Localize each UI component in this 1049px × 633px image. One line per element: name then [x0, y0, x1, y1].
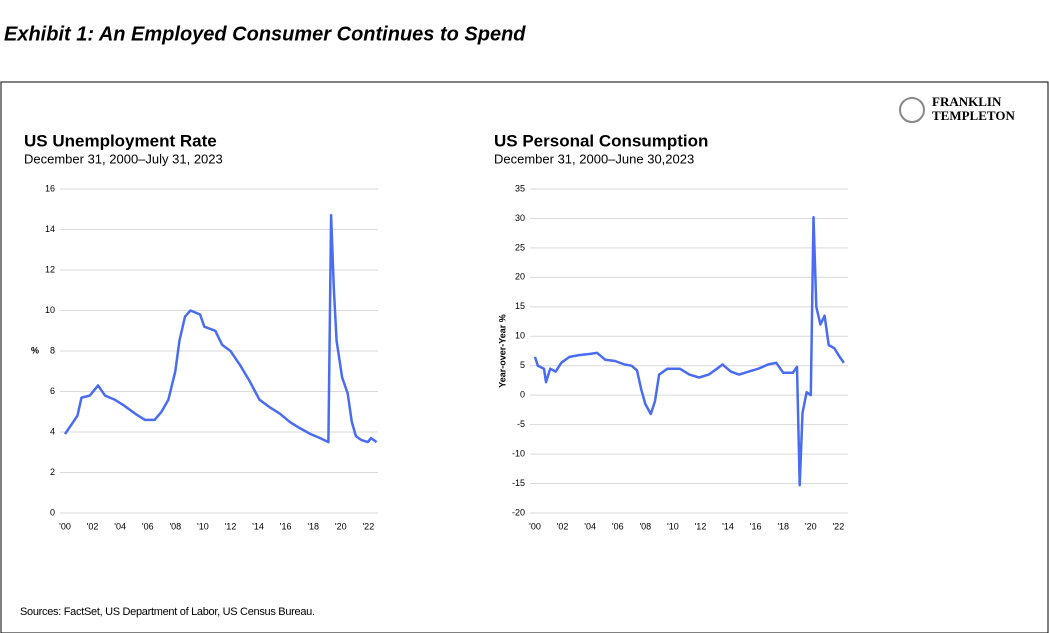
y-axis-label: % — [31, 345, 39, 355]
y-tick-label: 0 — [520, 390, 525, 400]
y-tick-label: 5 — [520, 360, 525, 370]
x-tick-label: '06 — [142, 521, 154, 531]
x-tick-label: '00 — [59, 521, 71, 531]
logo-text: TEMPLETON — [932, 108, 1015, 123]
y-tick-label: 10 — [45, 305, 55, 315]
x-tick-label: '02 — [557, 521, 569, 531]
chart-subtitle: December 31, 2000–July 31, 2023 — [24, 151, 223, 166]
y-tick-label: 25 — [515, 242, 525, 252]
x-tick-label: '10 — [667, 521, 679, 531]
y-tick-label: 0 — [50, 507, 55, 517]
chart-subtitle: December 31, 2000–June 30,2023 — [494, 151, 694, 166]
x-tick-label: '18 — [307, 521, 319, 531]
x-tick-label: '16 — [280, 521, 292, 531]
x-tick-label: '20 — [805, 521, 817, 531]
x-tick-label: '06 — [612, 521, 624, 531]
x-tick-label: '08 — [169, 521, 181, 531]
y-tick-label: 8 — [50, 345, 55, 355]
exhibit-title: Exhibit 1: An Employed Consumer Continue… — [4, 23, 526, 45]
chart-title: US Personal Consumption — [494, 131, 708, 150]
y-tick-label: 4 — [50, 426, 55, 436]
x-tick-label: '10 — [197, 521, 209, 531]
y-tick-label: 35 — [515, 183, 525, 193]
x-tick-label: '22 — [362, 521, 374, 531]
logo-text: FRANKLIN — [932, 94, 1002, 109]
y-axis-label: Year-over-Year % — [497, 314, 507, 388]
logo-icon — [899, 97, 925, 123]
y-tick-label: -15 — [512, 478, 525, 488]
y-tick-label: 12 — [45, 264, 55, 274]
x-tick-label: '00 — [529, 521, 541, 531]
y-tick-label: 14 — [45, 224, 55, 234]
x-tick-label: '12 — [225, 521, 237, 531]
data-line — [63, 214, 378, 444]
y-tick-label: 16 — [45, 183, 55, 193]
x-tick-label: '02 — [87, 521, 99, 531]
y-tick-label: 30 — [515, 213, 525, 223]
x-tick-label: '04 — [584, 521, 596, 531]
x-tick-label: '12 — [695, 521, 707, 531]
chart-title: US Unemployment Rate — [24, 131, 217, 150]
y-tick-label: 15 — [515, 301, 525, 311]
y-tick-label: -20 — [512, 507, 525, 517]
x-tick-label: '04 — [114, 521, 126, 531]
x-tick-label: '08 — [639, 521, 651, 531]
y-tick-label: 6 — [50, 386, 55, 396]
y-tick-label: 2 — [50, 467, 55, 477]
x-tick-label: '16 — [750, 521, 762, 531]
x-tick-label: '18 — [777, 521, 789, 531]
y-tick-label: -5 — [517, 419, 525, 429]
frame — [0, 81, 1049, 633]
source-note: Sources: FactSet, US Department of Labor… — [20, 606, 315, 618]
x-tick-label: '20 — [335, 521, 347, 531]
data-line — [533, 216, 845, 487]
y-tick-label: 10 — [515, 331, 525, 341]
y-tick-label: 20 — [515, 272, 525, 282]
x-tick-label: '22 — [832, 521, 844, 531]
x-tick-label: '14 — [252, 521, 264, 531]
x-tick-label: '14 — [722, 521, 734, 531]
y-tick-label: -10 — [512, 448, 525, 458]
